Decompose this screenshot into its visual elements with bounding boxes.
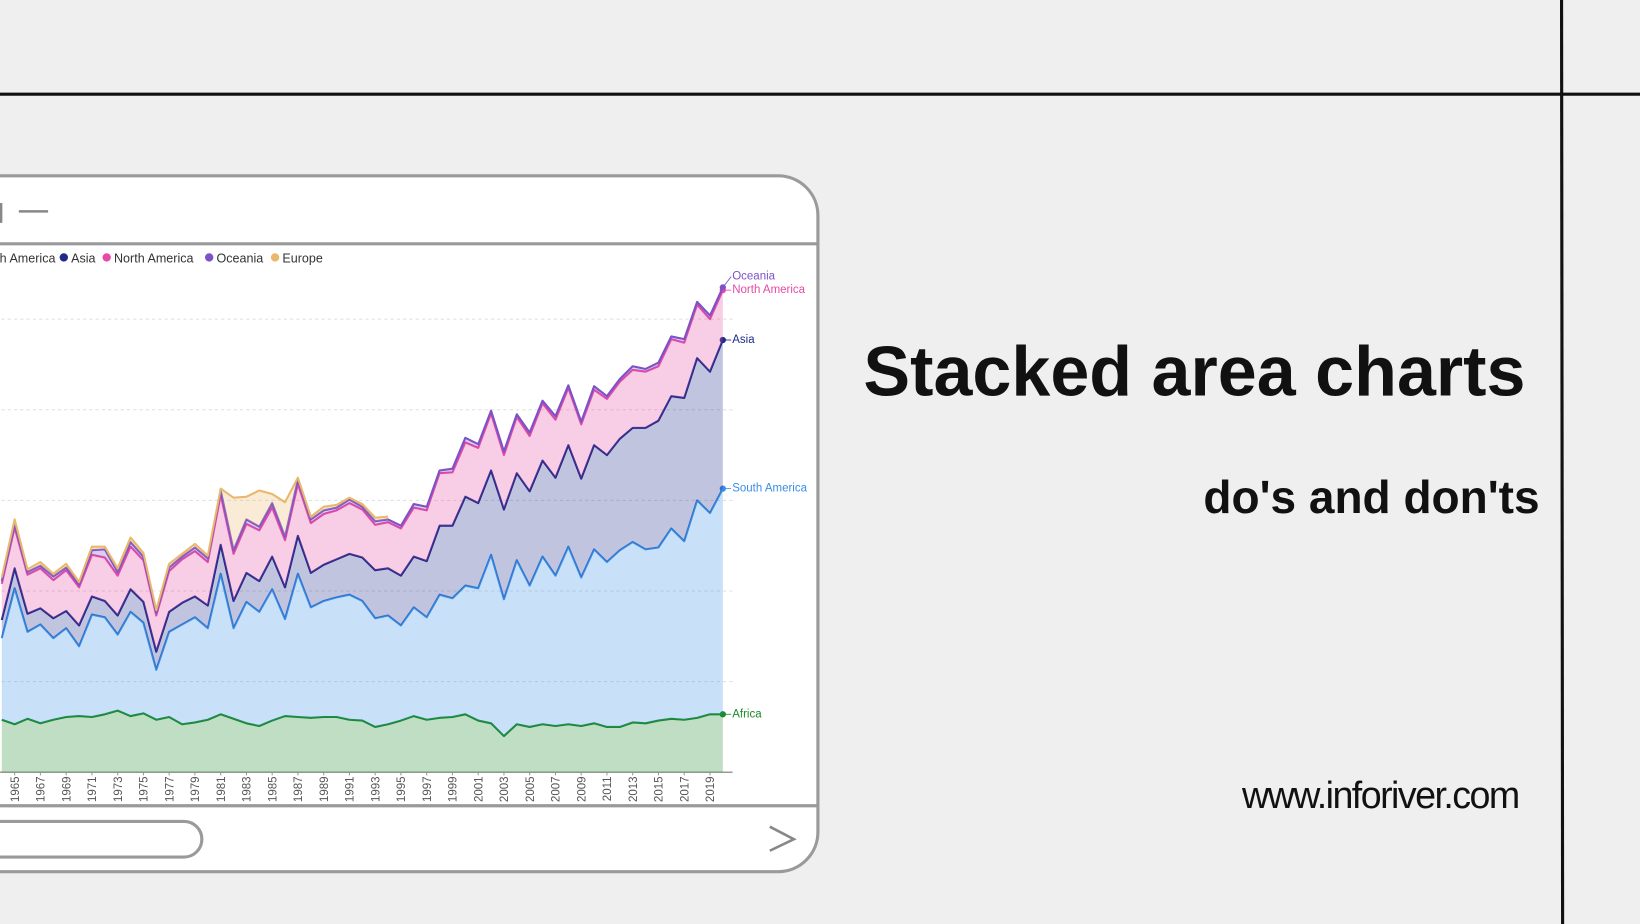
browser-frame bbox=[0, 174, 820, 874]
area-band bbox=[1, 290, 723, 652]
x-tick-label: 1969 bbox=[61, 776, 73, 802]
x-tick-label: 2005 bbox=[525, 776, 537, 802]
end-label: North America bbox=[732, 284, 805, 296]
next-button[interactable] bbox=[769, 825, 797, 852]
website: www.inforiver.com bbox=[1241, 774, 1519, 816]
x-tick-label: 1987 bbox=[293, 776, 305, 802]
legend-swatch bbox=[270, 253, 280, 262]
x-tick-label: 2015 bbox=[654, 776, 666, 802]
x-tick-label: 1973 bbox=[113, 776, 125, 802]
series-line bbox=[0, 287, 724, 614]
x-tick-label: 1989 bbox=[319, 776, 331, 802]
series-line bbox=[0, 289, 724, 617]
x-tick-label: 1995 bbox=[396, 776, 408, 802]
x-tick-label: 2007 bbox=[551, 776, 563, 802]
title: Stacked area charts bbox=[863, 333, 1525, 411]
x-tick-label: 1991 bbox=[345, 776, 357, 802]
x-tick-label: 1981 bbox=[216, 776, 228, 802]
legend-swatch bbox=[205, 253, 214, 262]
x-tick-label: 1971 bbox=[87, 776, 99, 802]
x-tick-label: 2019 bbox=[705, 776, 717, 802]
x-tick-label: 2013 bbox=[628, 776, 640, 802]
divider-line bbox=[1559, 0, 1565, 924]
x-tick-label: 1967 bbox=[36, 776, 48, 802]
x-tick-label: 1977 bbox=[164, 776, 176, 802]
area-band bbox=[1, 710, 723, 773]
chart: 1020304050196519671969197119731975197719… bbox=[0, 252, 808, 802]
legend-label: Oceania bbox=[217, 252, 264, 266]
x-tick-label: 2001 bbox=[473, 776, 485, 802]
legend-swatch bbox=[102, 253, 111, 262]
x-tick-label: 1965 bbox=[10, 776, 22, 802]
label-leader bbox=[722, 276, 732, 288]
x-tick-label: 2017 bbox=[679, 776, 691, 802]
x-tick-label: 1993 bbox=[370, 776, 382, 802]
legend-label: South America bbox=[0, 252, 55, 266]
legend-label: North America bbox=[114, 252, 193, 266]
legend-label: Asia bbox=[71, 252, 95, 266]
x-tick-label: 1979 bbox=[190, 776, 202, 802]
x-tick-label: 1975 bbox=[139, 776, 151, 802]
x-tick-label: 2011 bbox=[602, 776, 614, 801]
area-band bbox=[1, 339, 723, 670]
series-line bbox=[0, 488, 724, 671]
end-label: Asia bbox=[732, 334, 755, 346]
x-tick-label: 1997 bbox=[422, 776, 434, 802]
x-tick-label: 2009 bbox=[576, 776, 588, 802]
legend-swatch bbox=[59, 253, 68, 262]
series-line bbox=[1, 709, 723, 738]
end-label: Africa bbox=[732, 708, 762, 720]
x-tick-label: 1985 bbox=[267, 776, 279, 802]
x-tick-label: 1983 bbox=[242, 776, 254, 802]
area-band bbox=[1, 488, 723, 737]
series-line bbox=[0, 476, 389, 612]
legend-label: Europe bbox=[282, 252, 322, 266]
address-bar[interactable] bbox=[0, 819, 204, 859]
end-label: Oceania bbox=[732, 271, 775, 283]
end-label: South America bbox=[732, 483, 807, 495]
series-line bbox=[0, 339, 724, 653]
x-tick-label: 2003 bbox=[499, 776, 511, 802]
x-tick-label: 1999 bbox=[448, 776, 460, 802]
subtitle: do's and don'ts bbox=[1203, 471, 1539, 523]
